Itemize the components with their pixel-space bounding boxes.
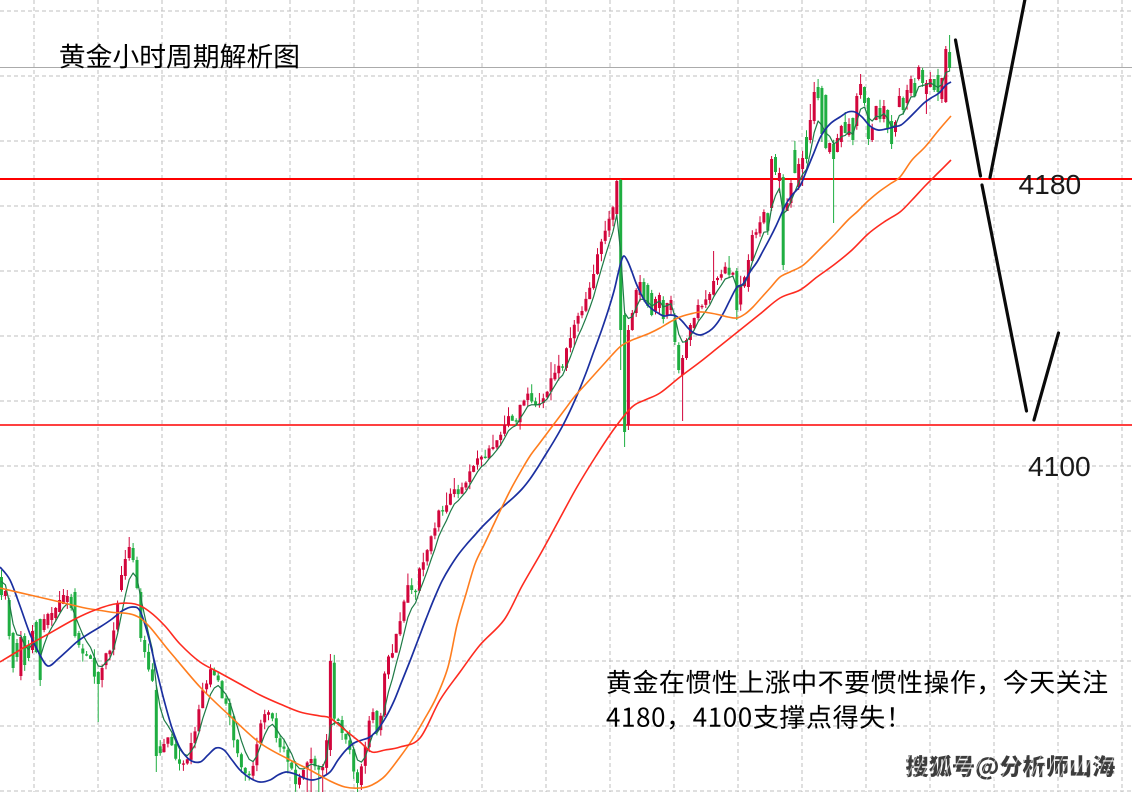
svg-text:4100: 4100 (1028, 450, 1091, 482)
svg-text:4180: 4180 (1019, 168, 1082, 200)
